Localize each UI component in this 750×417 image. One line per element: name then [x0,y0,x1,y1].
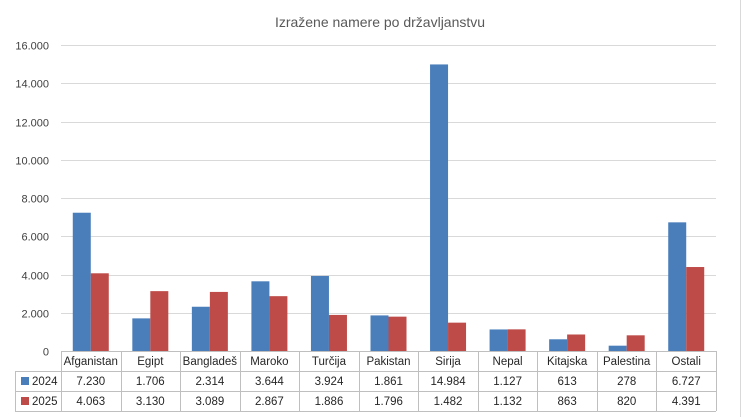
bar-2025-pakistan [388,316,407,351]
y-tick-label: 14.000 [15,79,49,91]
data-label: 4.391 [672,396,701,408]
bar-2025-palestina [626,335,645,351]
legend-label-2024: 2024 [32,376,58,388]
data-label: 2.314 [195,376,224,388]
y-tick-label: 4.000 [21,271,49,283]
data-label: 6.727 [672,376,701,388]
x-tick-label: Sirija [435,356,461,368]
data-label: 863 [558,396,577,408]
data-label: 7.230 [76,376,105,388]
bar-2024-afganistan [72,212,91,351]
bar-2025-turčija [328,314,347,351]
data-label: 1.127 [493,376,522,388]
bars [72,64,705,351]
data-label: 3.089 [195,396,224,408]
bar-2025-ostali [686,267,705,351]
x-tick-label: Ostali [672,356,701,368]
gridlines [61,45,716,314]
legend-key-2025 [21,397,29,405]
bar-2025-nepal [507,329,526,351]
data-label: 820 [617,396,636,408]
data-table: Afganistan Egipt Bangladeš Maroko Turčija Pak… [15,0,741,417]
bar-2024-maroko [251,281,270,351]
data-label: 1.706 [136,376,165,388]
data-label: 613 [558,376,577,388]
y-tick-label: 0 [43,347,49,359]
x-tick-label: Bangladeš [183,356,238,368]
x-tick-label: Pakistan [366,356,410,368]
bar-2025-bangladeš [209,291,228,351]
bar-2025-egipt [150,291,169,351]
data-label: 1.132 [493,396,522,408]
bar-2024-kitajska [549,339,568,351]
legend-key-2024 [21,377,29,385]
legend-label-2025: 2025 [32,396,58,408]
chart-title: Izražene namere po državljanstvu [275,14,485,30]
x-tick-label: Kitajska [547,356,588,368]
x-tick-label: Palestina [603,356,651,368]
bar-2024-ostali [668,222,687,351]
data-label: 1.886 [315,396,344,408]
bar-2024-turčija [310,275,329,351]
x-tick-label: Afganistan [64,356,118,368]
y-axis-tick-labels: 0 2.000 4.000 6.000 8.000 10.000 12.000 14.000 1… [15,41,49,359]
x-tick-label: Nepal [493,356,523,368]
bar-2025-sirija [448,322,467,351]
x-tick-label: Maroko [250,356,288,368]
data-label: 1.861 [374,376,403,388]
y-tick-label: 8.000 [21,194,49,206]
y-tick-label: 16.000 [15,41,49,53]
y-tick-label: 2.000 [21,309,49,321]
bar-2025-maroko [269,296,288,351]
x-tick-label: Egipt [137,356,164,368]
bar-2024-egipt [132,318,151,351]
bar-2024-bangladeš [191,306,210,351]
data-label: 3.130 [136,396,165,408]
bar-2024-sirija [430,64,449,351]
data-label: 14.984 [430,376,466,388]
bar-2024-nepal [489,329,508,351]
data-label: 3.644 [255,376,284,388]
data-label: 1.482 [434,396,463,408]
bar-2025-afganistan [90,273,109,351]
y-tick-label: 12.000 [15,118,49,130]
bar-2024-palestina [608,345,627,351]
y-tick-label: 10.000 [15,156,49,168]
data-label: 278 [617,376,636,388]
bar-2025-kitajska [567,334,586,351]
bar-2024-pakistan [370,315,389,351]
data-label: 1.796 [374,396,403,408]
y-tick-label: 6.000 [21,232,49,244]
data-label: 4.063 [76,396,105,408]
data-label: 2.867 [255,396,284,408]
x-tick-label: Turčija [312,356,347,368]
data-label: 3.924 [315,376,344,388]
